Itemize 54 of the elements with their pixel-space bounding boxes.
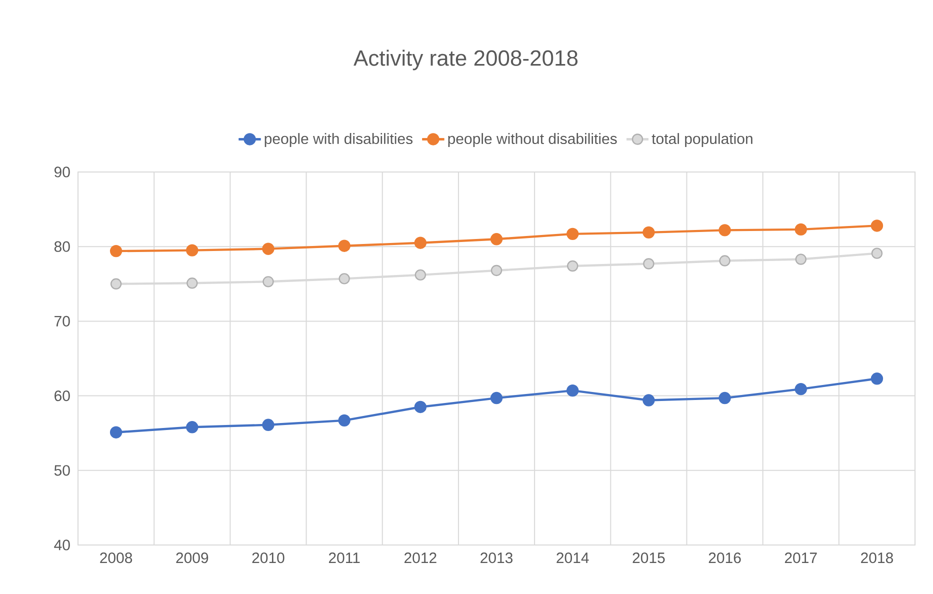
point [870, 372, 884, 385]
x-tick-label: 2018 [861, 552, 893, 564]
point [338, 273, 350, 284]
point [110, 426, 122, 438]
point [186, 278, 198, 289]
legend-label: total population [652, 133, 752, 148]
point [794, 223, 807, 236]
x-tick-label: 2008 [100, 552, 132, 564]
point [719, 255, 730, 266]
point [490, 233, 503, 246]
point [642, 226, 655, 239]
point [110, 244, 122, 258]
point [186, 421, 198, 434]
point [338, 414, 350, 427]
point [718, 392, 731, 404]
point [718, 224, 731, 236]
y-tick-label: 40 [54, 540, 70, 550]
point [795, 254, 806, 265]
x-tick-label: 2009 [176, 552, 208, 564]
y-tick-label: 70 [54, 316, 70, 327]
x-tick-label: 2016 [708, 552, 741, 564]
point [566, 228, 579, 240]
point [490, 392, 503, 404]
point [414, 269, 426, 281]
legend-label: people without disabilities [448, 133, 617, 148]
point [262, 276, 274, 288]
y-tick-label: 80 [54, 241, 70, 252]
point [870, 220, 884, 232]
x-tick-label: 2010 [252, 552, 284, 564]
point [567, 260, 578, 272]
x-tick-label: 2017 [784, 552, 817, 564]
x-tick-label: 2015 [632, 552, 665, 564]
point [871, 248, 883, 259]
y-tick-label: 50 [54, 465, 70, 476]
legend-label: people with disabilities [264, 133, 413, 148]
point [642, 394, 655, 406]
point [110, 278, 122, 290]
point [262, 242, 274, 255]
x-tick-label: 2014 [556, 552, 589, 564]
x-tick-label: 2013 [480, 552, 513, 564]
point [262, 418, 274, 431]
y-tick-label: 90 [54, 166, 70, 178]
chart-title: Activity rate 2008-2018 [354, 50, 578, 70]
point [414, 400, 427, 414]
x-tick-label: 2011 [328, 552, 360, 564]
y-tick-label: 60 [54, 390, 70, 402]
x-tick-label: 2012 [404, 552, 436, 564]
point [338, 240, 350, 252]
point [414, 236, 427, 249]
point [490, 264, 502, 276]
point [794, 382, 807, 396]
point [186, 244, 198, 256]
point [566, 384, 579, 397]
point [643, 258, 654, 270]
